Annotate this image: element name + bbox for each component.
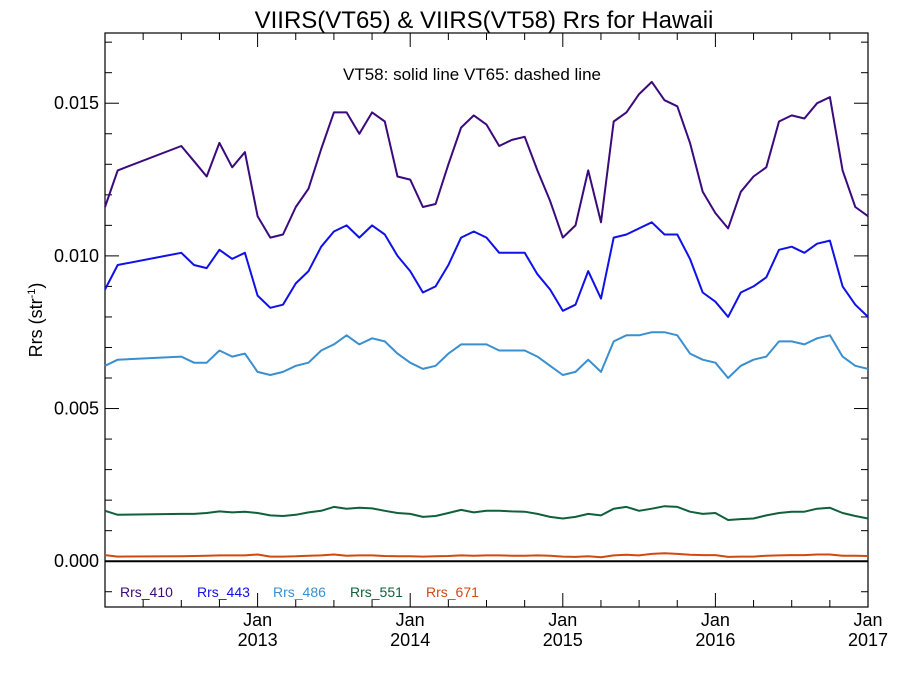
plot-frame — [104, 32, 869, 608]
series-line-rrs-443 — [104, 221, 869, 318]
y-axis-label-close: ) — [26, 283, 46, 289]
x-tick-label-year: 2017 — [848, 630, 888, 650]
legend-entry-rrs-443: Rrs_443 — [197, 584, 250, 600]
x-tick-label-year: 2014 — [390, 630, 430, 650]
y-tick-label: 0.010 — [54, 246, 99, 266]
y-tick-label: 0.000 — [54, 551, 99, 571]
y-tick-label: 0.015 — [54, 93, 99, 113]
y-axis-ticks: 0.000 0.005 0.010 0.015 — [54, 41, 868, 593]
x-tick-label-year: 2013 — [238, 630, 278, 650]
x-tick-label-month: Jan — [701, 610, 730, 630]
legend: Rrs_410 Rrs_443 Rrs_486 Rrs_551 Rrs_671 — [120, 584, 479, 600]
y-axis-label-text: Rrs (str — [26, 298, 46, 357]
series-lines — [104, 80, 869, 559]
x-tick-label-month: Jan — [396, 610, 425, 630]
chart-subtitle: VT58: solid line VT65: dashed line — [343, 65, 601, 84]
series-line-rrs-486 — [104, 331, 869, 379]
y-axis-label: Rrs (str-1) — [26, 283, 46, 358]
x-tick-label-month: Jan — [853, 610, 882, 630]
y-axis-label-superscript: -1 — [26, 289, 38, 299]
series-line-rrs-410 — [104, 80, 869, 239]
chart-title: VIIRS(VT65) & VIIRS(VT58) Rrs for Hawaii — [255, 7, 714, 34]
legend-entry-rrs-671: Rrs_671 — [426, 584, 479, 600]
legend-entry-rrs-551: Rrs_551 — [350, 584, 403, 600]
y-tick-label: 0.005 — [54, 399, 99, 419]
x-tick-label-year: 2016 — [695, 630, 735, 650]
series-line-rrs-671 — [104, 552, 869, 559]
x-tick-label-month: Jan — [548, 610, 577, 630]
legend-entry-rrs-410: Rrs_410 — [120, 584, 173, 600]
series-line-rrs-551 — [104, 505, 869, 521]
legend-entry-rrs-486: Rrs_486 — [273, 584, 326, 600]
x-tick-label-month: Jan — [243, 610, 272, 630]
x-tick-label-year: 2015 — [543, 630, 583, 650]
